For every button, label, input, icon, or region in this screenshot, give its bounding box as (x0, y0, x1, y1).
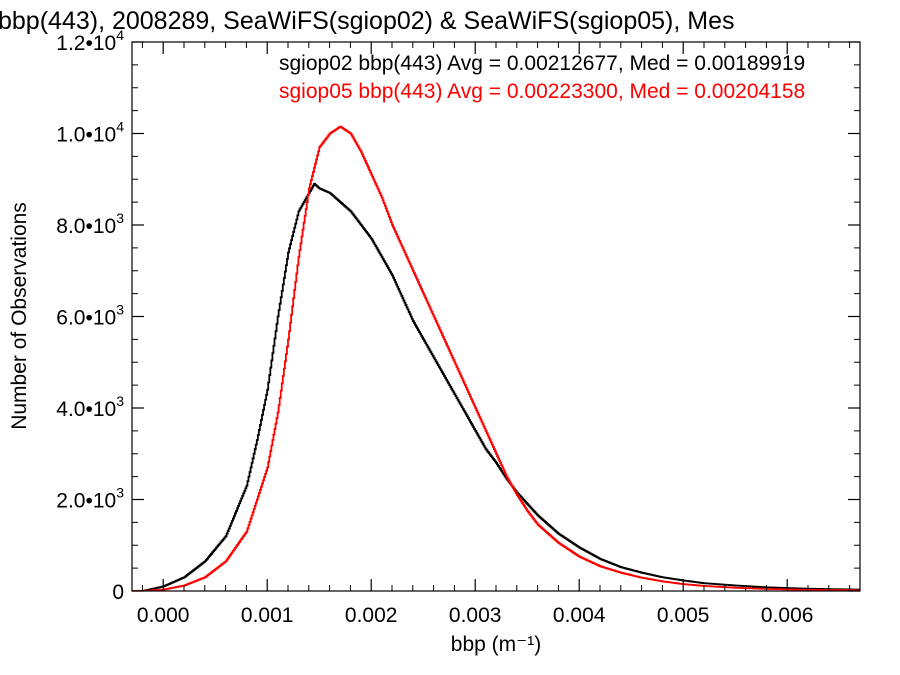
x-tick-label: 0.002 (345, 604, 398, 627)
x-axis-label: bbp (m⁻¹) (451, 633, 541, 656)
x-tick-label: 0.001 (241, 604, 294, 627)
x-tick-label: 0.006 (761, 604, 814, 627)
y-tick-label: 1.0•104 (56, 119, 124, 147)
plot-frame (131, 41, 861, 592)
y-tick-label: 6.0•103 (56, 302, 124, 330)
legend: sgiop02 bbp(443) Avg = 0.00212677, Med =… (279, 52, 805, 103)
legend-entry-sgiop05: sgiop05 bbp(443) Avg = 0.00223300, Med =… (279, 80, 805, 103)
series-layer (132, 125, 860, 591)
y-tick-label: 1.2•104 (56, 27, 124, 55)
x-tick-label: 0.003 (449, 604, 502, 627)
y-tick-label: 2.0•103 (56, 485, 124, 513)
x-tick-label: 0.004 (553, 604, 606, 627)
x-tick-label: 0.005 (657, 604, 710, 627)
y-tick-label: 4.0•103 (56, 393, 124, 421)
y-tick-label: 8.0•103 (56, 210, 124, 238)
series-line-sgiop05 (132, 125, 860, 591)
x-tick-label: 0.000 (137, 604, 190, 627)
y-axis-label: Number of Observations (8, 202, 31, 430)
legend-entry-sgiop02: sgiop02 bbp(443) Avg = 0.00212677, Med =… (279, 52, 805, 75)
series-line-sgiop02 (132, 182, 860, 591)
x-axis: 0.000 0.001 0.002 0.003 0.004 0.005 0.006 (137, 42, 851, 627)
y-tick-label: 0 (112, 581, 124, 604)
y-axis: 0 2.0•103 4.0•103 6.0•103 8.0•103 1.0•104 1.2•… (56, 27, 860, 604)
chart-title: bbp(443), 2008289, SeaWiFS(sgiop02) & Se… (0, 7, 734, 35)
